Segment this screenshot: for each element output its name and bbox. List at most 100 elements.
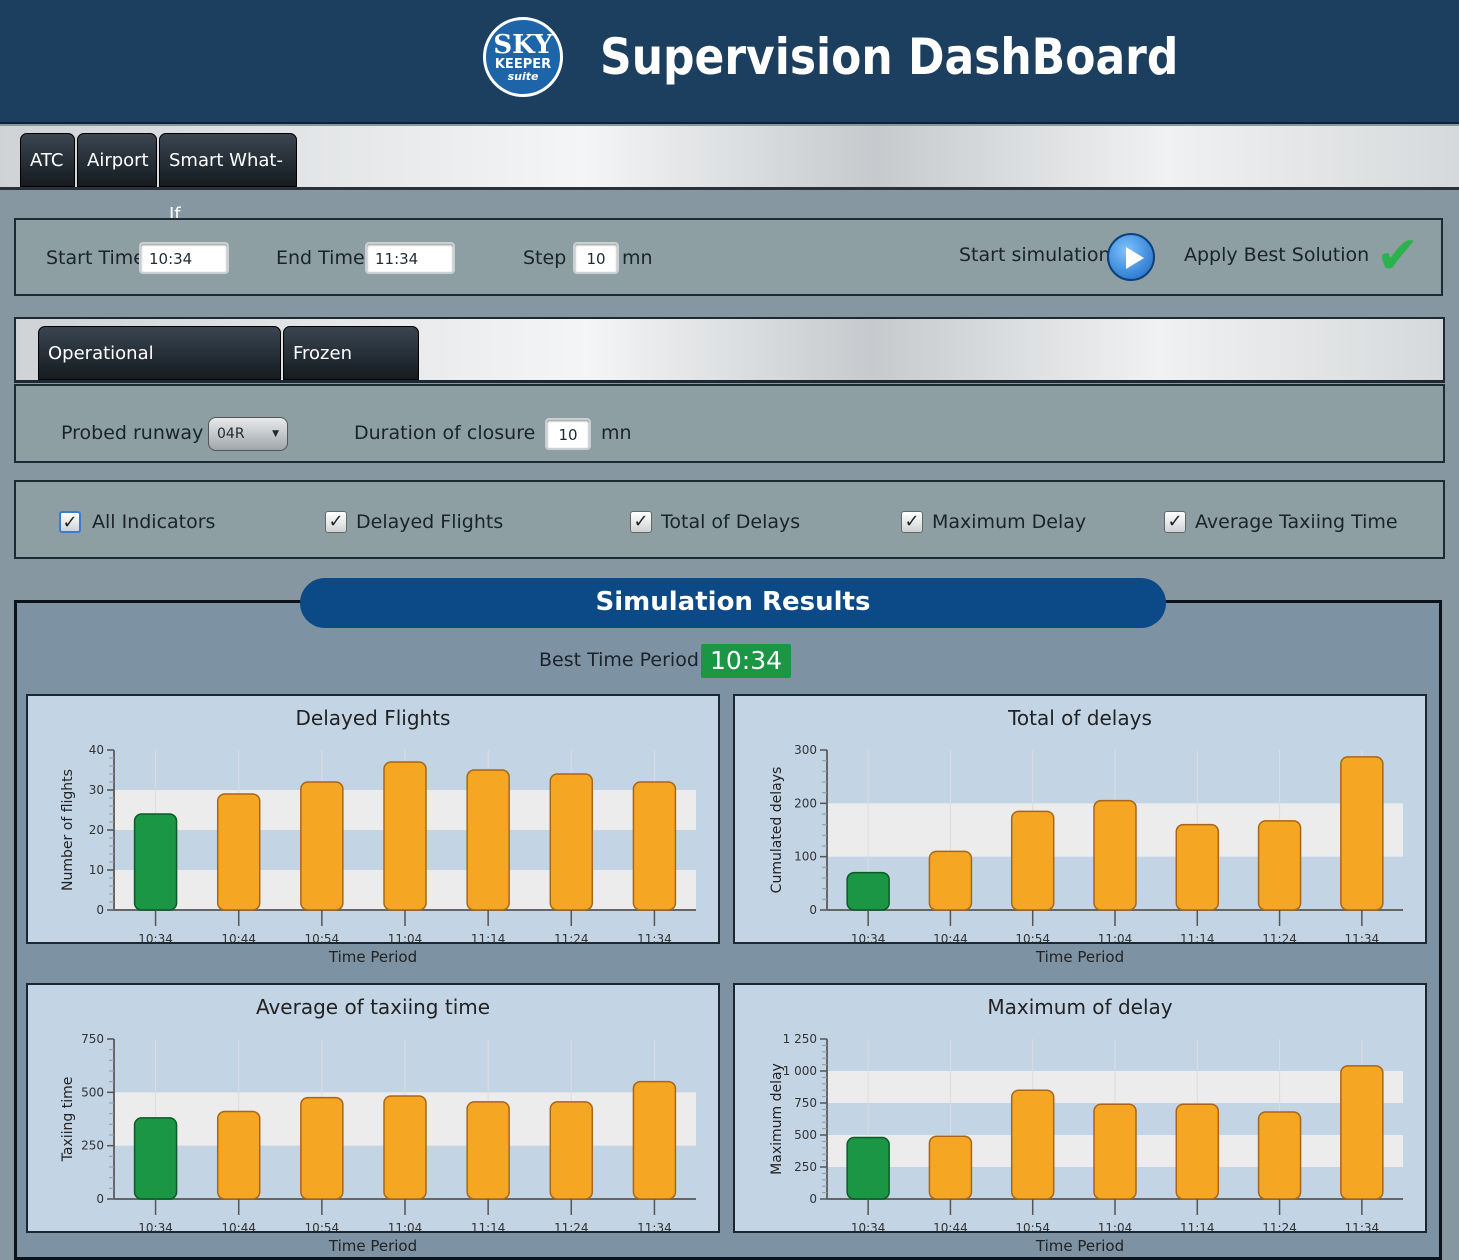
closure-duration-input[interactable]: 10 [545, 418, 591, 450]
x-tick-label: 10:44 [933, 1221, 968, 1231]
simulation-controls: Start Time 10:34 End Time 11:34 Step 10 … [14, 218, 1443, 296]
checkmark-icon[interactable]: ✔ [1376, 226, 1420, 286]
bar-1044 [928, 850, 973, 911]
logo-text: KEEPER [494, 57, 552, 72]
all-indicators-label: All Indicators [92, 511, 216, 533]
tab-frozen-period[interactable]: Frozen Period [283, 326, 419, 418]
bar-1134 [632, 1080, 677, 1200]
play-icon[interactable] [1107, 233, 1155, 281]
tab-atc[interactable]: ATC [20, 133, 75, 187]
runway-select[interactable]: 04R ▼ [208, 417, 288, 451]
y-tick-label: 0 [809, 903, 817, 917]
x-axis-label: Time Period [328, 948, 418, 966]
bar-1034 [846, 871, 890, 911]
best-time-period-label: Best Time Period [539, 649, 699, 671]
step-input[interactable]: 10 [573, 242, 619, 274]
x-tick-label: 11:24 [554, 1221, 589, 1231]
best-time-period-value: 10:34 [701, 644, 791, 678]
bar-1044 [928, 1135, 973, 1200]
closure-unit: mn [601, 422, 632, 444]
tab-smart-what-if[interactable]: Smart What-If [159, 133, 297, 225]
all-indicators-checkbox[interactable]: ✓ [59, 511, 81, 533]
operational-configuration-panel: Probed runway 04R ▼ Duration of closure … [14, 384, 1445, 463]
bar-1034 [133, 1117, 178, 1200]
y-tick-label: 200 [794, 796, 817, 810]
chart-title: Total of delays [1008, 706, 1152, 730]
logo-text: suite [507, 70, 539, 83]
bar-1114 [1175, 823, 1220, 911]
bar-1044 [216, 1110, 261, 1200]
x-tick-label: 11:24 [554, 932, 589, 942]
skykeeper-logo: SKY KEEPER suite [483, 17, 563, 97]
delayed-flights-chart: Delayed Flights 0 10 20 30 40 Number of flight… [26, 694, 720, 944]
end-time-input[interactable]: 11:34 [365, 242, 455, 274]
bar-1134 [1340, 1065, 1384, 1200]
y-tick-label: 40 [89, 743, 104, 757]
y-tick-label: 250 [81, 1139, 104, 1153]
delayed-flights-label: Delayed Flights [356, 511, 504, 533]
average-taxiing-label: Average Taxiing Time [1195, 511, 1398, 533]
app-header: SKY KEEPER suite Supervision DashBoard [0, 0, 1459, 124]
y-tick-label: 1 000 [783, 1064, 817, 1078]
y-tick-label: 500 [81, 1085, 104, 1099]
bar-1104 [1093, 1103, 1137, 1200]
y-axis-label: Maximum delay [769, 1063, 785, 1175]
indicators-panel: ✓ All Indicators ✓ Delayed Flights ✓ Tot… [14, 480, 1445, 559]
x-tick-label: 10:34 [138, 932, 173, 942]
probed-runway-label: Probed runway [61, 422, 204, 444]
maximum-delay-checkbox[interactable]: ✓ [901, 511, 923, 533]
apply-best-solution-label: Apply Best Solution [1184, 244, 1370, 266]
x-axis-label: Time Period [1035, 948, 1125, 966]
results-title: Simulation Results [300, 578, 1166, 628]
bar-1124 [549, 1101, 594, 1200]
x-tick-label: 11:14 [471, 932, 506, 942]
bar-1134 [1340, 756, 1384, 911]
bar-1124 [1257, 1111, 1302, 1200]
bar-1104 [1093, 799, 1137, 911]
step-unit: mn [622, 247, 653, 269]
y-tick-label: 250 [794, 1160, 817, 1174]
y-axis-label: Number of flights [60, 769, 76, 891]
y-tick-label: 0 [96, 1192, 104, 1206]
start-time-input[interactable]: 10:34 [139, 242, 229, 274]
bar-1124 [549, 773, 594, 911]
tab-airport[interactable]: Airport [77, 133, 157, 187]
y-tick-label: 30 [89, 783, 104, 797]
x-tick-label: 10:44 [221, 932, 256, 942]
bar-1054 [1010, 1089, 1055, 1200]
x-tick-label: 11:04 [388, 1221, 423, 1231]
x-tick-label: 11:14 [1180, 1221, 1215, 1231]
x-tick-label: 11:04 [1098, 932, 1133, 942]
x-tick-label: 11:34 [637, 1221, 672, 1231]
y-axis-label: Taxiing time [60, 1077, 76, 1163]
x-tick-label: 10:34 [851, 932, 886, 942]
start-time-label: Start Time [46, 247, 145, 269]
bar-1054 [1010, 810, 1055, 911]
page-title: Supervision DashBoard [600, 28, 1179, 86]
x-tick-label: 11:14 [471, 1221, 506, 1231]
x-tick-label: 10:34 [138, 1221, 173, 1231]
x-tick-label: 10:54 [305, 932, 340, 942]
y-axis-label: Cumulated delays [769, 767, 785, 894]
x-tick-label: 10:54 [1015, 932, 1050, 942]
y-tick-label: 500 [794, 1128, 817, 1142]
x-tick-label: 10:44 [933, 932, 968, 942]
step-label: Step [523, 247, 567, 269]
total-delays-chart: Total of delays 0 100 200 300 Cumulated delay… [733, 694, 1427, 944]
average-taxiing-checkbox[interactable]: ✓ [1164, 511, 1186, 533]
bar-1054 [300, 781, 344, 911]
bar-1104 [383, 1095, 427, 1200]
bar-1044 [216, 793, 261, 911]
taxiing-time-chart: Average of taxiing time 0 250 500 750 Taxiing… [26, 983, 720, 1233]
closure-duration-label: Duration of closure [354, 422, 536, 444]
x-tick-label: 10:34 [851, 1221, 886, 1231]
delayed-flights-checkbox[interactable]: ✓ [325, 511, 347, 533]
bar-1034 [846, 1136, 890, 1200]
bar-1134 [632, 781, 677, 911]
tab-operational-configuration[interactable]: Operational Configuration [38, 326, 281, 418]
total-delays-checkbox[interactable]: ✓ [630, 511, 652, 533]
chart-title: Delayed Flights [295, 706, 451, 730]
y-tick-label: 750 [794, 1096, 817, 1110]
x-tick-label: 11:34 [1345, 1221, 1380, 1231]
runway-select-value: 04R [217, 426, 245, 442]
